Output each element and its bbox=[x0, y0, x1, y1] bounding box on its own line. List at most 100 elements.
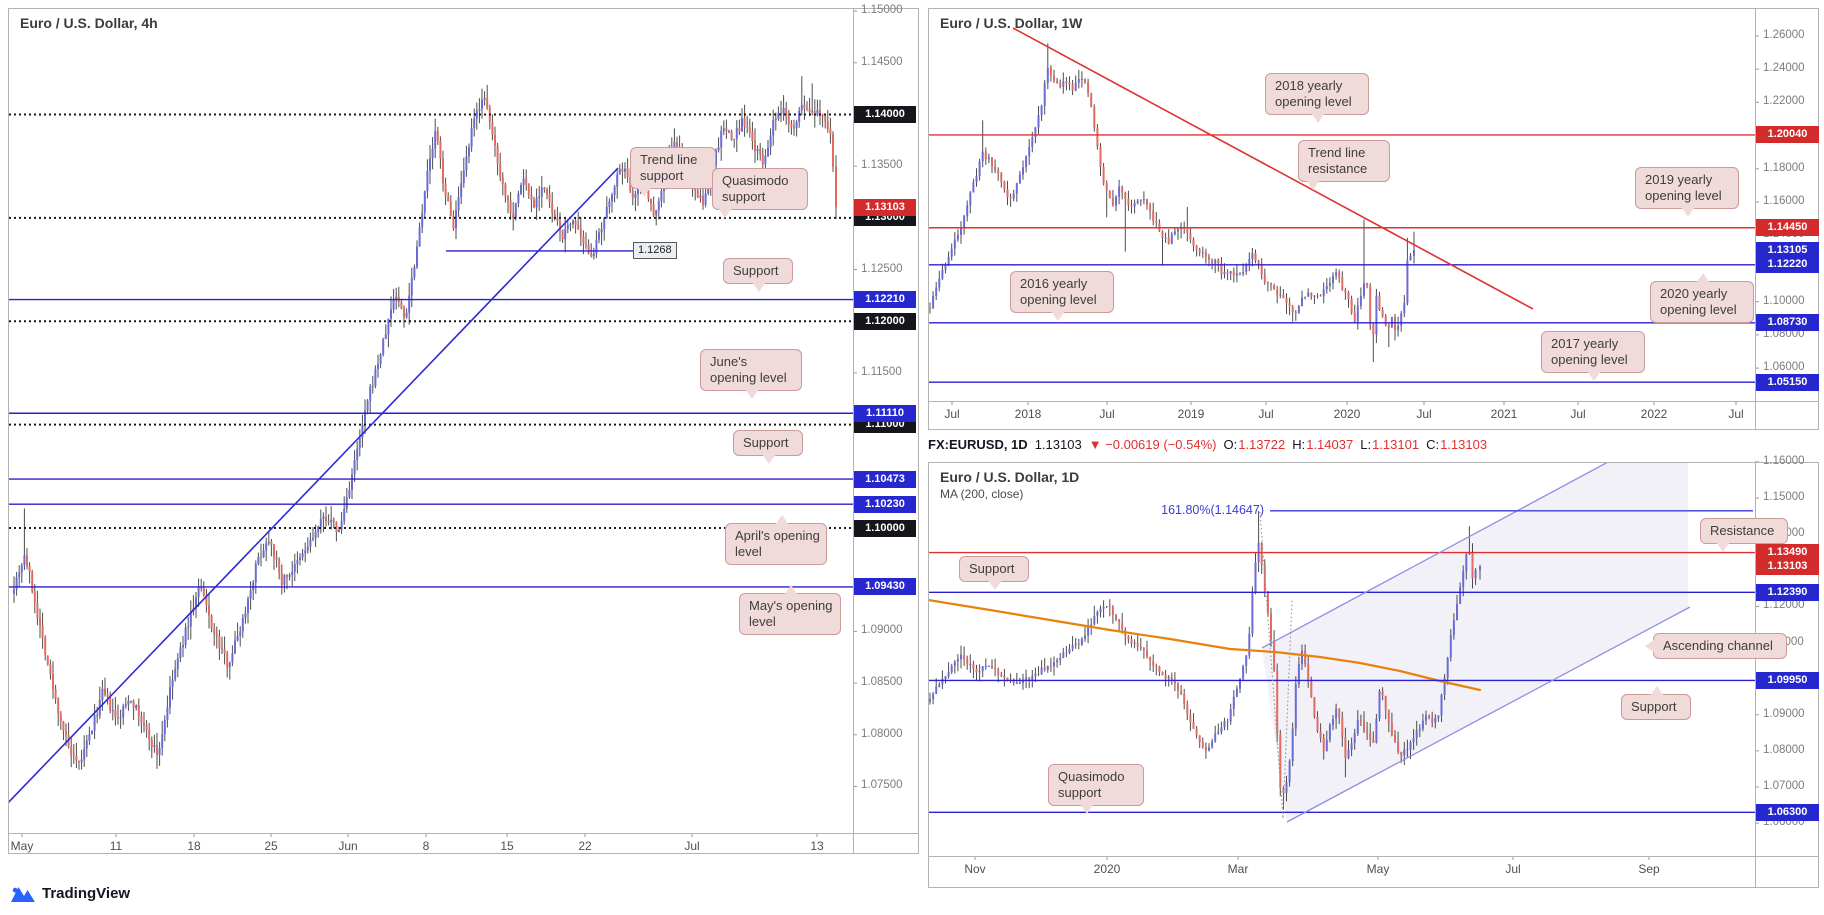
chart-title-eurusd-1d: Euro / U.S. Dollar, 1D bbox=[940, 469, 1080, 485]
callout-2019-yearly-opening[interactable]: 2019 yearly opening level bbox=[1635, 167, 1739, 217]
callout-trend-line-resistance[interactable]: Trend line resistance bbox=[1298, 140, 1390, 190]
callout-pointer bbox=[1050, 311, 1065, 321]
price-label: 1.14500 bbox=[861, 55, 903, 68]
plot-eurusd-1d[interactable] bbox=[928, 462, 1755, 823]
callout-pointer bbox=[762, 454, 776, 464]
time-label: Jul bbox=[1728, 407, 1744, 421]
time-label: 2020 bbox=[1333, 407, 1361, 421]
status-segment: 1.13722 bbox=[1238, 437, 1286, 452]
price-label: 1.26000 bbox=[1763, 28, 1805, 41]
time-label: Sep bbox=[1638, 862, 1660, 876]
status-segment: FX:EURUSD, 1D bbox=[928, 437, 1028, 452]
price-label: 1.09000 bbox=[1763, 707, 1805, 720]
time-label: Jul bbox=[1099, 407, 1115, 421]
time-label: Mar bbox=[1227, 862, 1249, 876]
price-badge-blue: 1.06300 bbox=[1756, 803, 1819, 821]
price-badge-black: 1.14000 bbox=[854, 105, 916, 123]
callout-pointer bbox=[1305, 180, 1320, 190]
time-label: 8 bbox=[422, 839, 430, 853]
tradingview-logo[interactable]: TradingView bbox=[10, 884, 130, 903]
time-label: 2021 bbox=[1490, 407, 1518, 421]
price-badge-blue: 1.08730 bbox=[1756, 314, 1819, 332]
price-label: 1.13500 bbox=[861, 159, 903, 172]
panel-eurusd-1w-frame bbox=[928, 8, 1819, 430]
callout-pointer bbox=[988, 580, 1002, 590]
callout-aprils-opening-level[interactable]: April's opening level bbox=[725, 515, 827, 565]
callout-pointer bbox=[752, 282, 766, 292]
time-label: May bbox=[10, 839, 34, 853]
time-label: Jul bbox=[1505, 862, 1521, 876]
callout-quasimodo-support-4h[interactable]: Quasimodo support bbox=[712, 168, 808, 218]
price-axis-eurusd-4h[interactable] bbox=[853, 8, 919, 854]
price-badge-red: 1.13490 bbox=[1756, 544, 1819, 562]
price-badge-black: 1.10000 bbox=[854, 519, 916, 537]
time-label: 15 bbox=[500, 839, 514, 853]
time-label: 11 bbox=[109, 839, 123, 853]
time-label: 2020 bbox=[1093, 862, 1121, 876]
price-label: 1.08500 bbox=[861, 676, 903, 689]
callout-2018-yearly-opening[interactable]: 2018 yearly opening level bbox=[1265, 73, 1369, 123]
time-label: Jul bbox=[1416, 407, 1432, 421]
price-badge-blue: 1.12220 bbox=[1756, 256, 1819, 274]
status-segment: C: bbox=[1426, 437, 1440, 452]
plot-eurusd-1w[interactable] bbox=[929, 27, 1755, 383]
callout-resistance-13490[interactable]: Resistance bbox=[1700, 518, 1788, 552]
time-label: Jun bbox=[338, 839, 358, 853]
time-label: 2019 bbox=[1177, 407, 1205, 421]
chart-title-eurusd-1w: Euro / U.S. Dollar, 1W bbox=[940, 15, 1083, 31]
callout-quasimodo-support-1d[interactable]: Quasimodo support bbox=[1048, 764, 1144, 814]
symbol-status-bar: FX:EURUSD, 1D 1.13103 ▼ −0.00619 (−0.54%) O… bbox=[928, 437, 1494, 452]
callout-support-12390[interactable]: Support bbox=[959, 556, 1029, 590]
callout-trend-line-support[interactable]: Trend line support bbox=[630, 147, 716, 197]
price-badge-blue: 1.12210 bbox=[854, 291, 916, 309]
quasimodo-price-tag[interactable]: 1.1268 bbox=[633, 242, 677, 259]
callout-support-12210[interactable]: Support bbox=[723, 258, 793, 292]
time-label: 13 bbox=[810, 839, 824, 853]
callout-pointer bbox=[1650, 686, 1664, 696]
callout-2017-yearly-opening[interactable]: 2017 yearly opening level bbox=[1541, 331, 1645, 381]
price-badge-blue: 1.12390 bbox=[1756, 583, 1819, 601]
callout-support-10473[interactable]: Support bbox=[733, 430, 803, 464]
callout-pointer bbox=[636, 187, 651, 197]
price-label: 1.07500 bbox=[861, 779, 903, 792]
price-badge-red: 1.14450 bbox=[1756, 219, 1819, 237]
price-label: 1.08000 bbox=[1763, 743, 1805, 756]
price-badge-blue: 1.09950 bbox=[1756, 671, 1819, 689]
callout-mays-opening-level[interactable]: May's opening level bbox=[739, 585, 841, 635]
time-label: 22 bbox=[578, 839, 592, 853]
fib-extension-label[interactable]: 161.80%(1.14647) bbox=[1161, 502, 1264, 517]
callout-2016-yearly-opening[interactable]: 2016 yearly opening level bbox=[1010, 271, 1114, 321]
price-badge-blue: 1.10473 bbox=[854, 470, 916, 488]
callout-2020-yearly-opening[interactable]: 2020 yearly opening level bbox=[1650, 273, 1754, 323]
price-label: 1.09000 bbox=[861, 624, 903, 637]
price-badge-red: 1.13103 bbox=[854, 198, 916, 216]
price-label: 1.15000 bbox=[1763, 491, 1805, 504]
price-label: 1.12500 bbox=[861, 262, 903, 275]
time-label: May bbox=[1366, 862, 1390, 876]
price-label: 1.11500 bbox=[861, 365, 902, 378]
callout-junes-opening-level[interactable]: June's opening level bbox=[700, 349, 802, 399]
price-axis-eurusd-1d[interactable] bbox=[1755, 462, 1819, 888]
plot-eurusd-4h[interactable] bbox=[5, 76, 853, 806]
price-label: 1.24000 bbox=[1763, 62, 1805, 75]
price-label: 1.12000 bbox=[1763, 599, 1805, 612]
callout-pointer bbox=[1681, 207, 1695, 217]
time-label: Nov bbox=[964, 862, 986, 876]
callout-pointer bbox=[745, 389, 759, 399]
time-axis-eurusd-1w[interactable] bbox=[928, 401, 1819, 430]
status-segment: 1.13101 bbox=[1372, 437, 1420, 452]
callout-ascending-channel[interactable]: Ascending channel bbox=[1645, 633, 1787, 659]
callout-pointer bbox=[1080, 804, 1095, 814]
time-label: Jul bbox=[684, 839, 700, 853]
callout-support-09950[interactable]: Support bbox=[1621, 686, 1691, 720]
time-axis-eurusd-1d[interactable] bbox=[928, 856, 1819, 888]
price-badge-red: 1.13103 bbox=[1756, 558, 1819, 576]
time-axis-eurusd-4h[interactable] bbox=[8, 833, 919, 854]
price-badge-red: 1.20040 bbox=[1756, 126, 1819, 144]
price-label: 1.18000 bbox=[1763, 161, 1805, 174]
price-label: 1.06000 bbox=[1763, 361, 1805, 374]
price-badge-black: 1.12000 bbox=[854, 312, 916, 330]
callout-pointer bbox=[784, 585, 798, 595]
price-axis-eurusd-1w[interactable] bbox=[1755, 8, 1819, 430]
